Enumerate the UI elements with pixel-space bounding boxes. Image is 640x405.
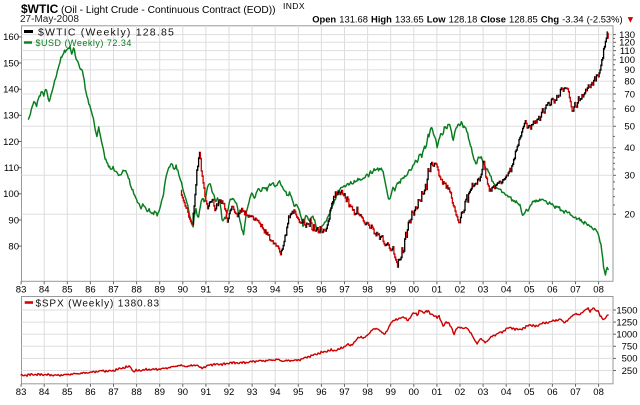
svg-text:07: 07 — [570, 387, 581, 398]
svg-text:40: 40 — [624, 143, 635, 154]
svg-text:$USD (Weekly) 72.34: $USD (Weekly) 72.34 — [36, 38, 132, 48]
svg-text:96: 96 — [316, 285, 327, 296]
svg-text:$SPX (Weekly) 1380.83: $SPX (Weekly) 1380.83 — [36, 299, 160, 310]
svg-text:85: 85 — [62, 387, 73, 398]
svg-text:110: 110 — [620, 46, 635, 57]
svg-text:06: 06 — [547, 285, 558, 296]
svg-text:91: 91 — [201, 387, 212, 398]
svg-text:95: 95 — [293, 285, 304, 296]
svg-text:89: 89 — [154, 387, 165, 398]
svg-text:07: 07 — [570, 285, 581, 296]
svg-text:Open 131.68 High 133.65 Low 12: Open 131.68 High 133.65 Low 128.18 Close… — [312, 14, 635, 25]
svg-text:84: 84 — [39, 387, 50, 398]
svg-text:160: 160 — [3, 32, 19, 43]
svg-text:150: 150 — [3, 58, 19, 69]
svg-text:90: 90 — [178, 285, 189, 296]
svg-text:1000: 1000 — [616, 330, 637, 341]
svg-text:96: 96 — [316, 387, 327, 398]
svg-text:94: 94 — [270, 285, 281, 296]
svg-text:750: 750 — [622, 342, 638, 353]
svg-text:100: 100 — [3, 189, 19, 200]
svg-text:06: 06 — [547, 387, 558, 398]
svg-text:04: 04 — [501, 387, 512, 398]
svg-text:97: 97 — [339, 387, 350, 398]
svg-text:130: 130 — [619, 30, 635, 41]
svg-text:87: 87 — [108, 387, 119, 398]
svg-text:130: 130 — [3, 111, 19, 122]
svg-text:92: 92 — [224, 285, 235, 296]
svg-text:86: 86 — [85, 387, 96, 398]
svg-text:110: 110 — [4, 163, 19, 174]
svg-text:95: 95 — [293, 387, 304, 398]
svg-text:30: 30 — [624, 171, 635, 182]
svg-text:94: 94 — [270, 387, 281, 398]
svg-text:01: 01 — [432, 285, 443, 296]
svg-text:$WTIC (Weekly) 128.85: $WTIC (Weekly) 128.85 — [38, 27, 175, 39]
svg-text:500: 500 — [622, 354, 638, 365]
svg-text:90: 90 — [624, 65, 635, 76]
svg-text:140: 140 — [3, 85, 19, 96]
svg-text:85: 85 — [62, 285, 73, 296]
svg-text:83: 83 — [16, 387, 27, 398]
svg-text:93: 93 — [247, 387, 258, 398]
svg-text:80: 80 — [624, 77, 635, 88]
svg-text:98: 98 — [362, 387, 373, 398]
svg-text:$WTIC: $WTIC — [21, 2, 59, 16]
svg-text:50: 50 — [624, 122, 635, 133]
svg-text:99: 99 — [385, 285, 396, 296]
svg-text:03: 03 — [478, 387, 489, 398]
svg-text:(Oil - Light Crude - Continuou: (Oil - Light Crude - Continuous Contract… — [61, 5, 276, 16]
svg-text:86: 86 — [85, 285, 96, 296]
svg-text:02: 02 — [455, 285, 466, 296]
svg-text:92: 92 — [224, 387, 235, 398]
svg-text:91: 91 — [201, 285, 212, 296]
svg-text:120: 120 — [3, 137, 19, 148]
svg-text:60: 60 — [624, 104, 635, 115]
svg-text:01: 01 — [432, 387, 443, 398]
svg-text:20: 20 — [624, 210, 635, 221]
svg-text:90: 90 — [8, 215, 19, 226]
svg-text:03: 03 — [478, 285, 489, 296]
svg-text:1500: 1500 — [616, 305, 637, 316]
svg-text:120: 120 — [619, 38, 635, 49]
svg-text:99: 99 — [385, 387, 396, 398]
svg-text:02: 02 — [455, 387, 466, 398]
svg-text:00: 00 — [409, 387, 420, 398]
svg-text:08: 08 — [593, 285, 604, 296]
svg-text:87: 87 — [108, 285, 119, 296]
svg-text:88: 88 — [131, 387, 142, 398]
svg-text:05: 05 — [524, 285, 535, 296]
svg-text:27-May-2008: 27-May-2008 — [20, 14, 79, 25]
svg-text:00: 00 — [409, 285, 420, 296]
svg-text:250: 250 — [622, 366, 638, 377]
svg-text:05: 05 — [524, 387, 535, 398]
svg-text:INDX: INDX — [283, 1, 305, 11]
svg-text:93: 93 — [247, 285, 258, 296]
svg-text:84: 84 — [39, 285, 50, 296]
svg-text:70: 70 — [624, 89, 635, 100]
svg-text:83: 83 — [16, 285, 27, 296]
svg-text:90: 90 — [178, 387, 189, 398]
svg-text:08: 08 — [593, 387, 604, 398]
svg-text:98: 98 — [362, 285, 373, 296]
svg-text:97: 97 — [339, 285, 350, 296]
svg-text:100: 100 — [619, 55, 635, 66]
svg-text:04: 04 — [501, 285, 512, 296]
svg-text:1250: 1250 — [616, 317, 637, 328]
svg-text:80: 80 — [8, 241, 19, 252]
svg-text:88: 88 — [131, 285, 142, 296]
svg-text:89: 89 — [154, 285, 165, 296]
